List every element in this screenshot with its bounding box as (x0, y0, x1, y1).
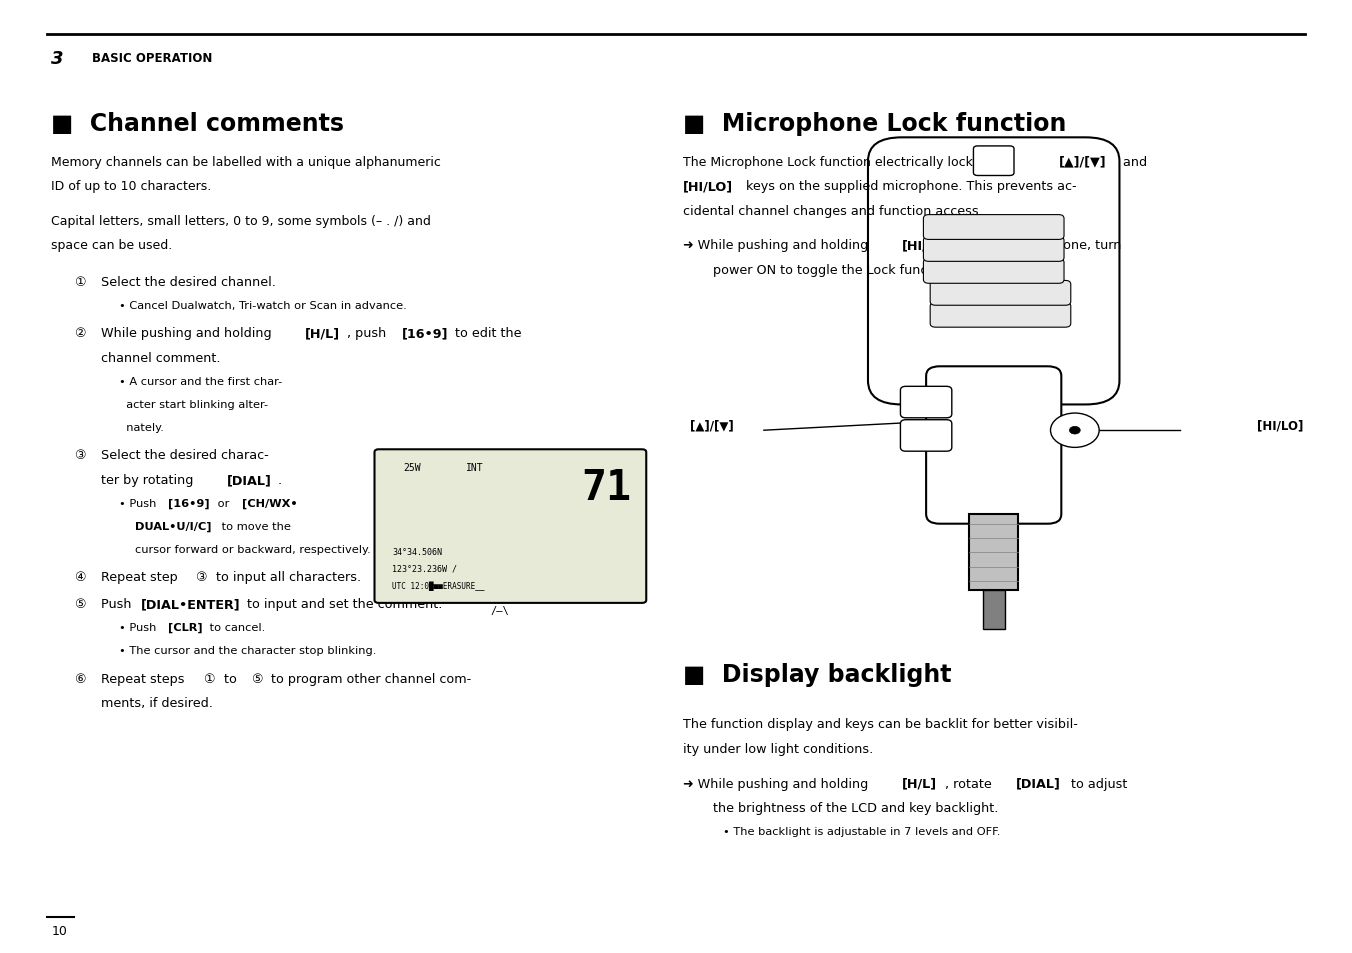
Text: ③: ③ (196, 571, 207, 584)
Text: and: and (1119, 155, 1146, 169)
FancyBboxPatch shape (923, 237, 1064, 262)
Text: power ON to toggle the Lock function ON and OFF.: power ON to toggle the Lock function ON … (713, 264, 1034, 277)
FancyBboxPatch shape (930, 281, 1071, 306)
FancyBboxPatch shape (973, 147, 1014, 176)
Text: cursor forward or backward, respectively.: cursor forward or backward, respectively… (135, 544, 370, 554)
Text: [H/L]: [H/L] (902, 777, 937, 790)
Text: ①: ① (203, 672, 215, 685)
FancyBboxPatch shape (926, 367, 1061, 524)
FancyBboxPatch shape (375, 450, 646, 603)
Text: [▲]/[▼]: [▲]/[▼] (690, 418, 733, 432)
Text: ity under low light conditions.: ity under low light conditions. (683, 742, 873, 756)
Text: on the microphone, turn: on the microphone, turn (963, 239, 1121, 253)
Text: ⑥: ⑥ (74, 672, 85, 685)
Text: acter start blinking alter-: acter start blinking alter- (119, 399, 268, 409)
Text: Select the desired channel.: Select the desired channel. (101, 275, 276, 289)
Text: [HI/LO]: [HI/LO] (902, 239, 952, 253)
Text: cidental channel changes and function access.: cidental channel changes and function ac… (683, 205, 983, 218)
Text: [16•9]: [16•9] (168, 498, 210, 509)
Text: • Push: • Push (119, 498, 160, 508)
Text: DUAL•U/I/C]: DUAL•U/I/C] (135, 521, 212, 532)
FancyBboxPatch shape (930, 303, 1071, 328)
Text: • A cursor and the first char-: • A cursor and the first char- (119, 376, 283, 386)
Text: the brightness of the LCD and key backlight.: the brightness of the LCD and key backli… (713, 801, 998, 815)
Text: .: . (279, 474, 283, 487)
Text: Select the desired charac-: Select the desired charac- (101, 449, 269, 462)
Text: Memory channels can be labelled with a unique alphanumeric: Memory channels can be labelled with a u… (51, 155, 441, 169)
Text: The function display and keys can be backlit for better visibil-: The function display and keys can be bac… (683, 718, 1078, 731)
FancyBboxPatch shape (900, 387, 952, 418)
Text: ⑤: ⑤ (251, 672, 262, 685)
Text: nately.: nately. (119, 422, 164, 432)
Text: The Microphone Lock function electrically locks: The Microphone Lock function electricall… (683, 155, 983, 169)
Text: [▲]/[▼]: [▲]/[▼] (1059, 155, 1107, 169)
Text: [H/L]: [H/L] (306, 327, 341, 340)
Text: Repeat steps: Repeat steps (101, 672, 189, 685)
Text: to input and set the comment.: to input and set the comment. (243, 598, 442, 611)
FancyBboxPatch shape (900, 420, 952, 452)
Text: UTC 12:0█■■ERASURE__: UTC 12:0█■■ERASURE__ (392, 581, 484, 591)
Text: BASIC OPERATION: BASIC OPERATION (92, 51, 212, 65)
Text: While pushing and holding: While pushing and holding (101, 327, 276, 340)
Text: 34°34.506N: 34°34.506N (392, 547, 442, 556)
Text: [HI/LO]: [HI/LO] (683, 180, 733, 193)
Text: • The cursor and the character stop blinking.: • The cursor and the character stop blin… (119, 645, 376, 655)
Text: ④: ④ (74, 571, 85, 584)
Text: to input all characters.: to input all characters. (212, 571, 361, 584)
Text: • The backlight is adjustable in 7 levels and OFF.: • The backlight is adjustable in 7 level… (723, 826, 1000, 836)
Text: 123°23.236W /: 123°23.236W / (392, 564, 457, 573)
Circle shape (1069, 427, 1080, 435)
Text: ⑤: ⑤ (74, 598, 85, 611)
Text: to move the: to move the (219, 521, 292, 531)
Text: to program other channel com-: to program other channel com- (268, 672, 472, 685)
FancyBboxPatch shape (969, 515, 1018, 591)
Text: • Push: • Push (119, 622, 160, 632)
Text: Push: Push (101, 598, 137, 611)
Text: to adjust: to adjust (1067, 777, 1128, 790)
Text: [DIAL]: [DIAL] (1015, 777, 1060, 790)
Text: 71: 71 (581, 467, 631, 509)
Text: /–\: /–\ (491, 605, 508, 615)
Text: ments, if desired.: ments, if desired. (101, 697, 214, 710)
FancyBboxPatch shape (923, 259, 1064, 284)
Text: ■  Display backlight: ■ Display backlight (683, 662, 952, 686)
Text: to cancel.: to cancel. (206, 622, 265, 632)
Text: Capital letters, small letters, 0 to 9, some symbols (– . /) and: Capital letters, small letters, 0 to 9, … (51, 214, 431, 228)
Text: ➜ While pushing and holding: ➜ While pushing and holding (683, 777, 872, 790)
Text: [16•9]: [16•9] (402, 327, 448, 340)
Text: INT: INT (466, 462, 484, 472)
Text: 10: 10 (51, 924, 68, 938)
Text: [CLR]: [CLR] (168, 622, 203, 633)
Text: • Cancel Dualwatch, Tri-watch or Scan in advance.: • Cancel Dualwatch, Tri-watch or Scan in… (119, 300, 407, 310)
Text: to: to (219, 672, 241, 685)
Text: [DIAL]: [DIAL] (227, 474, 272, 487)
Text: ②: ② (74, 327, 85, 340)
FancyBboxPatch shape (923, 215, 1064, 240)
Text: ■  Microphone Lock function: ■ Microphone Lock function (683, 112, 1067, 135)
Text: 3: 3 (51, 50, 64, 68)
Text: space can be used.: space can be used. (51, 239, 173, 253)
Text: ➜ While pushing and holding: ➜ While pushing and holding (683, 239, 872, 253)
Text: or: or (214, 498, 233, 508)
Text: ①: ① (74, 275, 85, 289)
FancyBboxPatch shape (983, 591, 1005, 629)
Text: ■  Channel comments: ■ Channel comments (51, 112, 345, 135)
Text: [CH/WX•: [CH/WX• (242, 498, 297, 509)
Text: Repeat step: Repeat step (101, 571, 183, 584)
Text: keys on the supplied microphone. This prevents ac-: keys on the supplied microphone. This pr… (742, 180, 1078, 193)
Text: 25W: 25W (403, 462, 420, 472)
Text: [DIAL•ENTER]: [DIAL•ENTER] (141, 598, 241, 611)
Text: [HI/LO]: [HI/LO] (1257, 418, 1303, 432)
Text: , rotate: , rotate (945, 777, 995, 790)
Text: , push: , push (346, 327, 389, 340)
Text: to edit the: to edit the (452, 327, 522, 340)
Text: ter by rotating: ter by rotating (101, 474, 197, 487)
Text: ③: ③ (74, 449, 85, 462)
FancyBboxPatch shape (868, 138, 1119, 405)
Circle shape (1051, 414, 1099, 448)
Text: channel comment.: channel comment. (101, 352, 220, 365)
Text: ID of up to 10 characters.: ID of up to 10 characters. (51, 180, 212, 193)
